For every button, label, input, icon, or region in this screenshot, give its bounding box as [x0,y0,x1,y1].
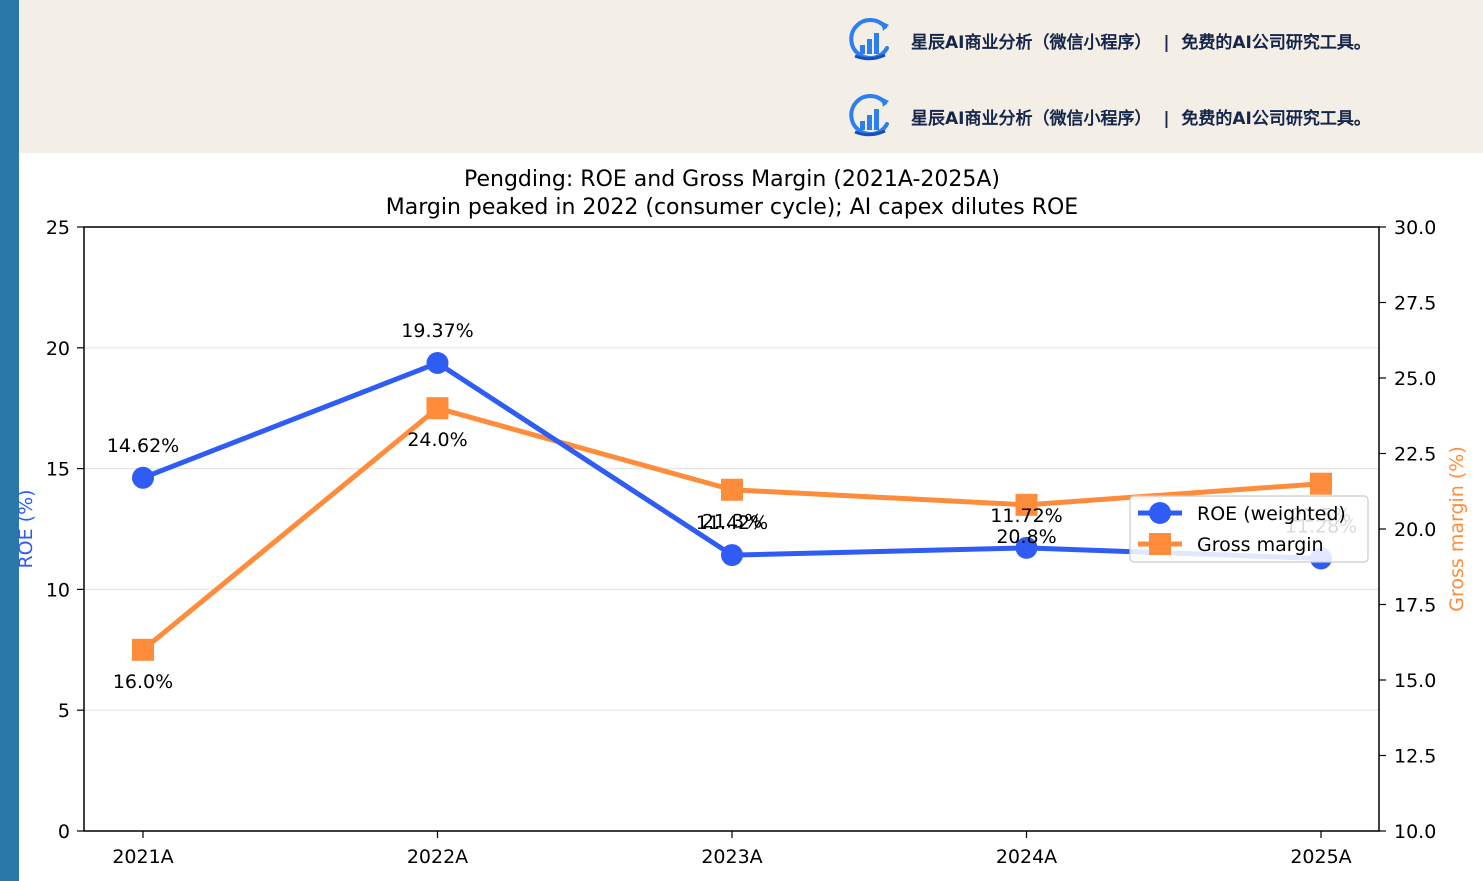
y-tick-label-left: 15 [46,459,70,481]
y-tick-label-left: 20 [46,338,70,360]
chart-legend: ROE (weighted) Gross margin [1129,495,1369,563]
data-point [1015,493,1038,516]
y-tick-label-right: 15.0 [1394,670,1436,692]
y-axis-label-left: ROE (%) [15,489,37,568]
data-label: 20.8% [996,526,1056,548]
y-tick-label-right: 20.0 [1394,519,1436,541]
data-label: 11.72% [990,505,1062,527]
y-tick-label-left: 5 [58,700,70,722]
data-point [132,466,154,489]
data-label: 14.62% [107,435,179,457]
y-tick-label-right: 12.5 [1394,746,1436,768]
data-label: 19.37% [401,320,473,342]
data-point [1015,536,1038,559]
data-point [1310,472,1332,495]
x-tick-label: 2025A [1290,846,1351,868]
x-tick-label: 2021A [112,846,173,868]
chart-subtitle: Margin peaked in 2022 (consumer cycle); … [386,195,1078,220]
x-tick-label: 2023A [701,846,762,868]
data-label: 16.0% [113,671,173,693]
x-tick-label: 2024A [996,846,1057,868]
y-tick-label-right: 17.5 [1394,595,1436,617]
y-tick-label-right: 22.5 [1394,444,1436,466]
watermark-banner: 星辰AI商业分析（微信小程序） | 免费的AI公司研究工具。 星辰AI商业分析（… [19,0,1483,153]
y-tick-label-right: 10.0 [1394,821,1436,843]
legend-label: Gross margin [1197,534,1324,556]
axes: 0 5 10 15 20 25 10.0 12.5 15.0 17.5 20.0 22.5 25.0 27… [46,217,1437,868]
data-label: 11.42% [696,512,768,534]
banner-row-1: 星辰AI商业分析（微信小程序） | 免费的AI公司研究工具。 [845,12,1371,68]
chart-title: Pengding: ROE and Gross Margin (2021A-20… [464,167,1000,192]
banner-text: 星辰AI商业分析（微信小程序） | 免费的AI公司研究工具。 [911,32,1371,53]
data-point [132,638,154,661]
x-tick-label: 2022A [407,846,468,868]
y-tick-label-right: 30.0 [1394,217,1436,239]
y-tick-label-left: 25 [46,217,70,239]
series-layer [132,352,1332,661]
bar-chart-refresh-logo-icon [849,18,889,61]
legend-marker [1149,533,1171,555]
banner-text: 星辰AI商业分析（微信小程序） | 免费的AI公司研究工具。 [911,108,1371,129]
y-tick-label-right: 25.0 [1394,368,1436,390]
roe-margin-chart: 14.62%19.37%11.42%11.72%11.28%16.0%24.0%… [15,167,1468,868]
data-label: 21.3% [702,511,762,533]
data-point [721,544,743,567]
left-edge-strip [0,0,19,881]
data-point [426,352,449,375]
y-axis-label-right: Gross margin (%) [1446,446,1468,612]
data-label: 24.0% [407,429,467,451]
y-tick-label-left: 0 [58,821,70,843]
legend-box [1129,495,1369,563]
legend-label: ROE (weighted) [1197,503,1346,525]
banner-row-2: 星辰AI商业分析（微信小程序） | 免费的AI公司研究工具。 [845,88,1371,144]
y-tick-label-right: 27.5 [1394,293,1436,315]
data-point [426,397,449,420]
bar-chart-refresh-logo-icon [849,94,889,137]
legend-marker [1149,502,1171,524]
data-point [721,478,743,501]
y-tick-label-left: 10 [46,579,70,601]
